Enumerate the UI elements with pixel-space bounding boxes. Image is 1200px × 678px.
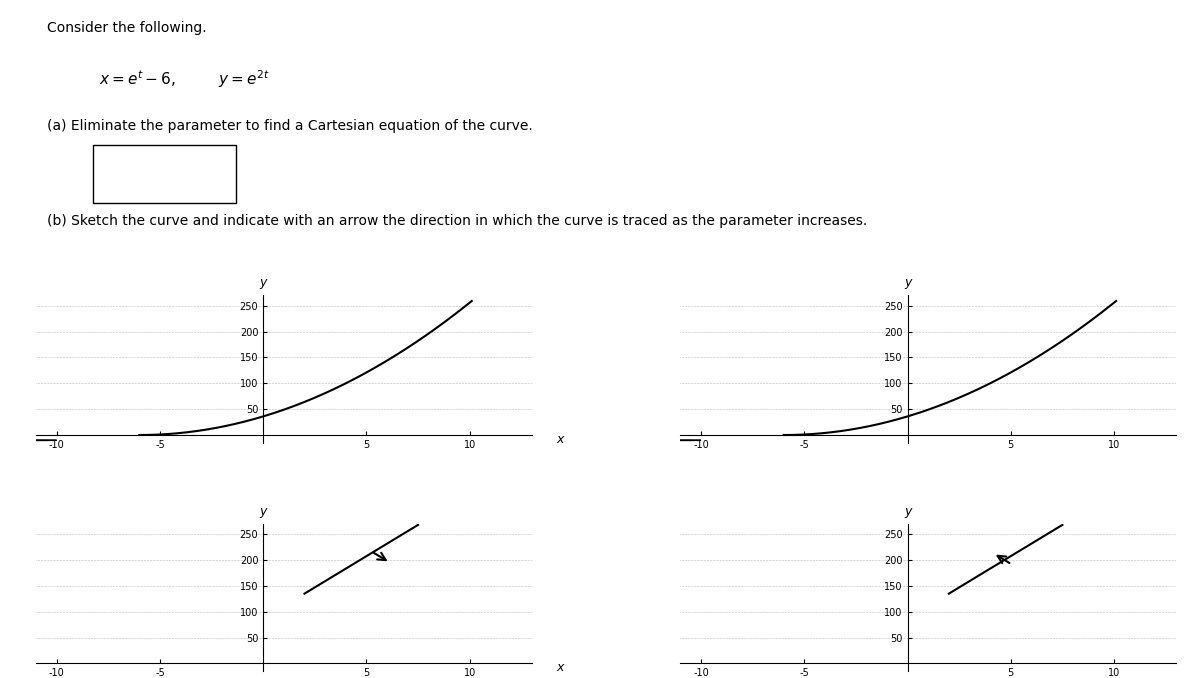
Text: y: y — [904, 504, 911, 517]
FancyBboxPatch shape — [94, 145, 235, 203]
Text: (b) Sketch the curve and indicate with an arrow the direction in which the curve: (b) Sketch the curve and indicate with a… — [48, 214, 868, 228]
Text: $x = e^t - 6,$: $x = e^t - 6,$ — [98, 68, 175, 89]
Text: y: y — [259, 504, 266, 517]
Text: y: y — [259, 276, 266, 290]
Text: y: y — [904, 276, 911, 290]
Text: $y = e^{2t}$: $y = e^{2t}$ — [218, 68, 270, 90]
Text: (a) Eliminate the parameter to find a Cartesian equation of the curve.: (a) Eliminate the parameter to find a Ca… — [48, 119, 533, 133]
Text: x: x — [557, 661, 564, 674]
Text: Consider the following.: Consider the following. — [48, 21, 208, 35]
Text: x: x — [557, 433, 564, 445]
